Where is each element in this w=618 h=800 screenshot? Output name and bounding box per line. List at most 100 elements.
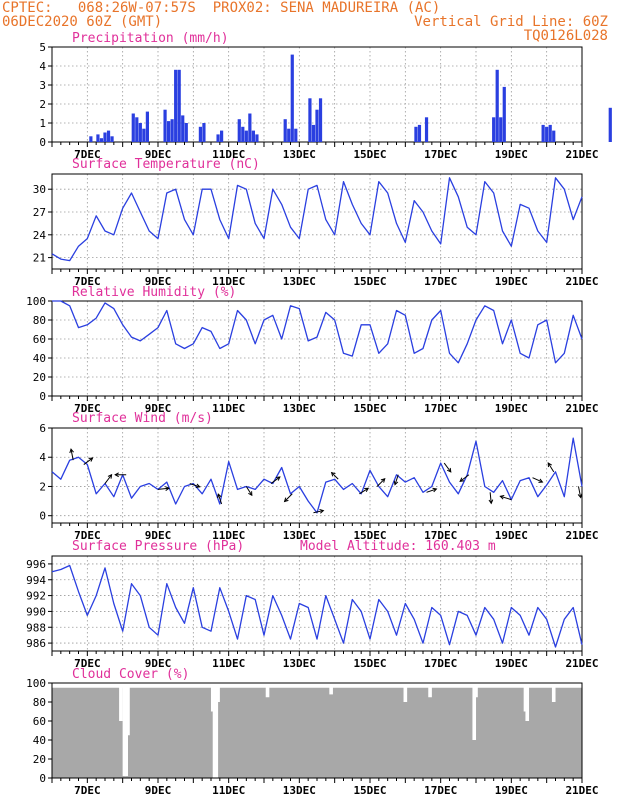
precip-bar — [495, 69, 499, 142]
wind-arrow-head — [248, 491, 253, 497]
wind-arrow — [577, 486, 583, 499]
wind-arrow-shaft — [459, 474, 470, 482]
wind-title: Surface Wind (m/s) — [72, 411, 213, 426]
precip-bar — [110, 136, 114, 142]
x-tick-label: 19DEC — [495, 275, 528, 288]
wind-arrow-shaft — [443, 462, 452, 473]
wind-arrow-head — [380, 478, 386, 483]
precip-bar — [138, 123, 142, 142]
precipitation-title: Precipitation (mm/h) — [72, 31, 229, 46]
wind-arrow-shaft — [394, 474, 399, 485]
x-tick-label: 7DEC — [74, 657, 101, 670]
wind-arrow — [69, 448, 74, 461]
wind-arrow-head — [547, 462, 552, 468]
precip-bar — [414, 126, 418, 142]
wind-arrow — [83, 457, 94, 465]
x-tick-label: 19DEC — [495, 402, 528, 415]
y-tick-label: 4 — [39, 451, 46, 464]
wind-arrow-shaft — [426, 488, 437, 493]
wind-arrow-shaft — [245, 486, 253, 496]
x-tick-label: 21DEC — [565, 529, 598, 542]
y-tick-label: 80 — [33, 696, 46, 709]
precip-bar — [499, 117, 503, 142]
y-tick-label: 0 — [39, 510, 46, 523]
x-tick-label: 11DEC — [212, 657, 245, 670]
x-tick-label: 11DEC — [212, 275, 245, 288]
precip-bar — [237, 119, 241, 142]
precip-bar — [103, 132, 107, 142]
y-tick-label: 100 — [26, 295, 46, 308]
wind-arrow-shaft — [547, 462, 555, 473]
x-tick-label: 9DEC — [145, 275, 172, 288]
precip-bar — [184, 123, 188, 142]
wind-arrow-shaft — [217, 493, 223, 505]
wind-arrow — [547, 462, 555, 473]
precip-bar — [131, 113, 135, 142]
wind-arrow-head — [114, 472, 119, 478]
precip-bar — [174, 69, 178, 142]
wind-arrow-shaft — [157, 487, 170, 490]
cloud-cover-title: Cloud Cover (%) — [72, 667, 189, 682]
precip-bar — [142, 128, 146, 142]
wind-arrow — [359, 487, 370, 495]
x-tick-label: 13DEC — [283, 148, 316, 161]
x-tick-label: 17DEC — [424, 784, 457, 797]
precip-bar — [251, 130, 255, 142]
y-tick-label: 2 — [39, 98, 46, 111]
precip-bar — [135, 117, 139, 142]
precip-bar — [170, 119, 174, 142]
precip-bar — [294, 128, 298, 142]
y-tick-label: 20 — [33, 371, 46, 384]
wind-arrow-shaft — [70, 449, 74, 461]
x-tick-label: 11DEC — [212, 402, 245, 415]
wind-arrow-head — [330, 471, 336, 477]
precip-bar — [202, 123, 206, 142]
wind-arrow — [459, 474, 470, 482]
y-tick-label: 4 — [39, 60, 46, 73]
y-tick-label: 60 — [33, 715, 46, 728]
wind-arrow-head — [283, 497, 289, 503]
precip-bar — [283, 119, 287, 142]
cloud-cover-area — [52, 687, 582, 778]
wind-frame — [51, 427, 583, 524]
cloud-gap-12 — [472, 683, 477, 740]
precip-bar — [311, 124, 316, 142]
wind-arrow-shaft — [270, 476, 281, 484]
panel-pressure: Surface Pressure (hPa) Model Altitude: 1… — [26, 539, 598, 670]
y-tick-label: 60 — [33, 333, 46, 346]
cloud-gap-13 — [474, 683, 478, 698]
wind-arrow-shaft — [359, 487, 369, 495]
wind-arrow-head — [488, 499, 494, 505]
wind-arrow — [376, 478, 386, 487]
x-tick-label: 19DEC — [495, 657, 528, 670]
precip-bar — [545, 126, 549, 142]
header-station-line: CPTEC: 068:26W-07:57S PROX02: SENA MADUR… — [2, 0, 441, 16]
precip-bar — [548, 124, 552, 142]
precip-bar — [177, 69, 181, 142]
humidity-title: Relative Humidity (%) — [72, 285, 236, 300]
y-tick-label: 5 — [39, 41, 46, 54]
precip-bar — [96, 134, 100, 142]
wind-arrow — [313, 508, 325, 514]
x-tick-label: 15DEC — [353, 784, 386, 797]
y-tick-label: 990 — [26, 605, 46, 618]
wind-arrow — [189, 483, 201, 489]
y-tick-label: 24 — [33, 229, 47, 242]
wind-arrow-shaft — [577, 486, 582, 498]
y-tick-label: 992 — [26, 590, 46, 603]
wind-arrow-shaft — [104, 474, 112, 484]
y-tick-label: 6 — [39, 422, 46, 435]
x-tick-label: 9DEC — [145, 657, 172, 670]
wind-arrow-shaft — [376, 478, 386, 487]
temperature-title: Surface Temperature (nC) — [72, 157, 260, 172]
y-tick-label: 40 — [33, 352, 46, 365]
wind-arrow-head — [446, 467, 452, 473]
x-tick-label: 11DEC — [212, 784, 245, 797]
wind-arrow-head — [275, 476, 281, 481]
x-tick-label: 21DEC — [565, 784, 598, 797]
precip-bar — [417, 124, 422, 142]
precip-bar — [216, 134, 220, 142]
rh-series-line — [52, 300, 583, 364]
y-tick-label: 20 — [33, 753, 46, 766]
cloud-gap-7 — [216, 683, 220, 702]
